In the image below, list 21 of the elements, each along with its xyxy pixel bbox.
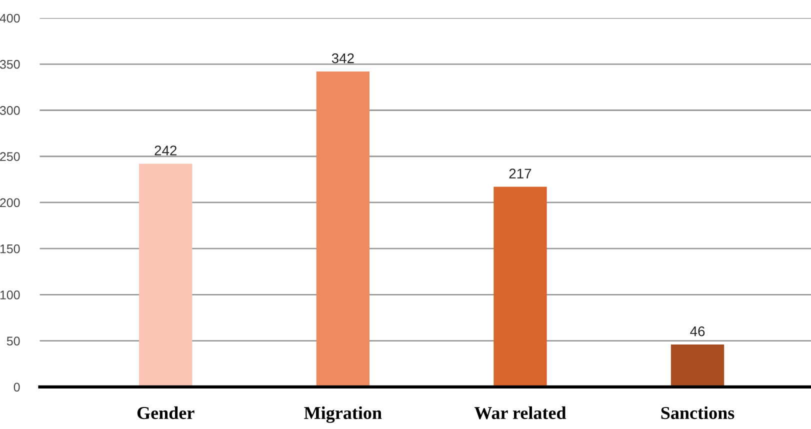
y-tick-label: 200	[0, 198, 20, 208]
y-tick-label: 300	[0, 106, 20, 115]
y-tick-label: 400	[0, 14, 20, 23]
x-tick-label: War related	[474, 406, 566, 420]
bar	[670, 344, 724, 387]
data-label: 242	[154, 146, 177, 156]
y-tick-label: 350	[0, 60, 20, 69]
y-tick-label: 0	[14, 382, 20, 392]
data-label: 342	[332, 53, 354, 64]
y-tick-label: 150	[0, 244, 20, 254]
bar	[139, 164, 192, 387]
y-tick-label: 100	[0, 290, 20, 300]
bar	[494, 186, 547, 387]
x-tick-label: Sanctions	[661, 406, 734, 420]
y-tick-label: 250	[0, 152, 20, 162]
y-tick-label: 50	[6, 336, 20, 346]
data-label: 46	[690, 326, 705, 336]
bar	[316, 72, 370, 387]
x-tick-label: Migration	[304, 406, 382, 423]
x-tick-label: Gender	[137, 406, 194, 420]
data-label: 217	[509, 168, 532, 178]
